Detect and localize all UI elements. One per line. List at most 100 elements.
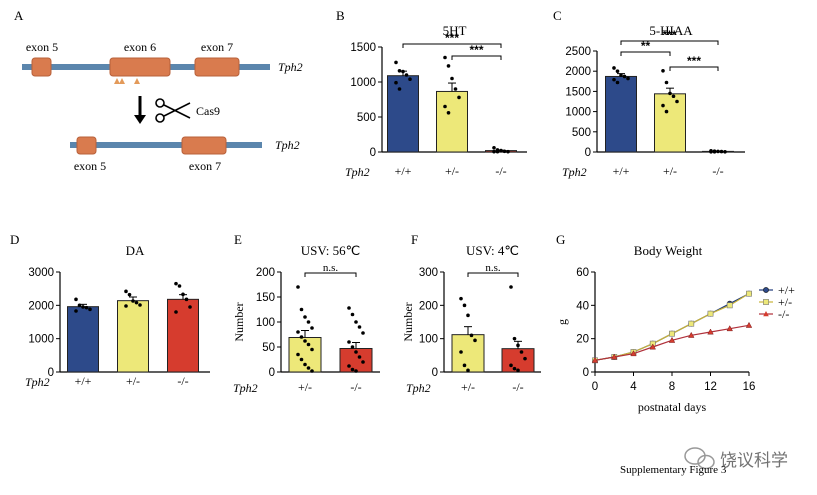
exon5-box-bottom — [76, 136, 97, 155]
data-point — [502, 149, 507, 154]
x-tick-label: +/- — [126, 374, 140, 388]
data-point — [664, 109, 669, 114]
row-label-genotype: Tph2 — [345, 165, 370, 179]
y-axis-label: Number — [232, 302, 246, 341]
panel-letter-d: D — [10, 232, 19, 247]
data-point — [492, 149, 496, 154]
x-tick-label: +/- — [298, 380, 312, 394]
y-axis-label: Number — [401, 302, 415, 341]
bar-pmm — [451, 334, 485, 373]
data-point — [466, 313, 470, 318]
series-point — [649, 343, 656, 350]
significance-label: n.s. — [485, 262, 501, 274]
data-point — [712, 149, 717, 154]
data-point — [619, 73, 623, 78]
x-tick-label: +/+ — [75, 374, 92, 388]
data-point — [512, 366, 517, 371]
data-point — [181, 292, 185, 297]
panel-letter-e: E — [234, 232, 242, 247]
data-point — [296, 330, 300, 334]
bar-mmm — [167, 298, 199, 373]
data-point — [77, 303, 82, 308]
data-point — [361, 360, 365, 364]
data-point — [661, 103, 665, 108]
y-tick-label: 100 — [419, 334, 438, 346]
significance-label: *** — [445, 31, 459, 45]
x-axis-label: postnatal days — [638, 400, 707, 414]
data-point — [675, 99, 679, 104]
data-point — [473, 338, 477, 343]
data-point — [457, 95, 461, 100]
gene-label-top: Tph2 — [278, 60, 303, 74]
x-tick-label: 0 — [592, 381, 598, 393]
y-tick-label: 0 — [48, 367, 54, 379]
data-point — [404, 73, 409, 77]
significance-label: n.s. — [323, 262, 339, 274]
data-point — [661, 68, 665, 73]
y-tick-label: 200 — [419, 300, 438, 312]
significance-bracket — [467, 272, 519, 277]
bar-pmp — [605, 75, 637, 153]
data-point — [177, 284, 182, 288]
significance-label: ** — [641, 39, 651, 53]
chart-usv-56c: USV: 56℃ 0 50 100 150 200 Number Tph2 +/- -/- n.s. — [232, 243, 380, 395]
significance-label: *** — [687, 54, 701, 68]
data-point — [716, 149, 720, 154]
y-tick-label: 500 — [357, 112, 376, 124]
data-point — [671, 94, 676, 99]
gene-label-bottom: Tph2 — [275, 138, 300, 152]
data-point — [394, 80, 398, 85]
y-tick-label: 2000 — [565, 66, 591, 78]
significance-bracket — [451, 55, 502, 60]
y-tick-label: 1000 — [565, 107, 591, 119]
data-point — [310, 347, 314, 352]
figure-caption: Supplementary Figure 3 — [620, 464, 727, 476]
y-tick-label: 20 — [576, 334, 589, 346]
series-point — [688, 320, 695, 327]
data-point — [299, 357, 304, 362]
chart-title: 5HT — [443, 23, 467, 38]
data-point — [516, 343, 520, 348]
data-point — [354, 350, 358, 354]
chart-title: USV: 4℃ — [466, 243, 519, 258]
data-point — [719, 149, 724, 154]
x-tick-label: +/- — [461, 380, 475, 394]
data-point — [84, 305, 89, 310]
exon6-label-top: exon 6 — [124, 40, 156, 54]
significance-bracket — [669, 66, 719, 71]
legend-marker — [763, 311, 769, 317]
data-point — [303, 315, 307, 319]
data-point — [459, 296, 463, 301]
x-tick-label: +/- — [445, 164, 459, 178]
data-point — [668, 91, 672, 96]
x-tick-label: 12 — [704, 381, 717, 393]
data-point — [350, 312, 355, 317]
bar-pmp — [67, 306, 99, 373]
panel-letter-c: C — [553, 8, 562, 23]
data-point — [296, 285, 300, 289]
data-point — [615, 69, 620, 73]
data-point — [459, 350, 463, 354]
panel-letter-b: B — [336, 8, 345, 23]
series-point — [746, 290, 752, 297]
y-tick-label: 2500 — [565, 46, 591, 58]
data-point — [303, 339, 307, 343]
y-tick-label: 0 — [583, 367, 589, 379]
data-point — [397, 87, 402, 91]
row-label-genotype: Tph2 — [406, 381, 431, 395]
data-point — [443, 104, 447, 109]
x-tick-label: 16 — [743, 381, 756, 393]
x-tick-label: -/- — [712, 164, 723, 178]
significance-bracket — [620, 40, 719, 45]
chart-title: DA — [126, 243, 145, 258]
x-tick-label: +/- — [663, 164, 677, 178]
y-tick-label: 1500 — [565, 86, 591, 98]
significance-label: *** — [469, 43, 483, 57]
y-tick-label: 0 — [269, 367, 275, 379]
data-point — [310, 369, 314, 373]
data-point — [509, 285, 513, 289]
series-point — [745, 321, 753, 328]
y-tick-label: 150 — [256, 292, 275, 304]
data-point — [138, 303, 142, 307]
series-point — [668, 336, 676, 343]
